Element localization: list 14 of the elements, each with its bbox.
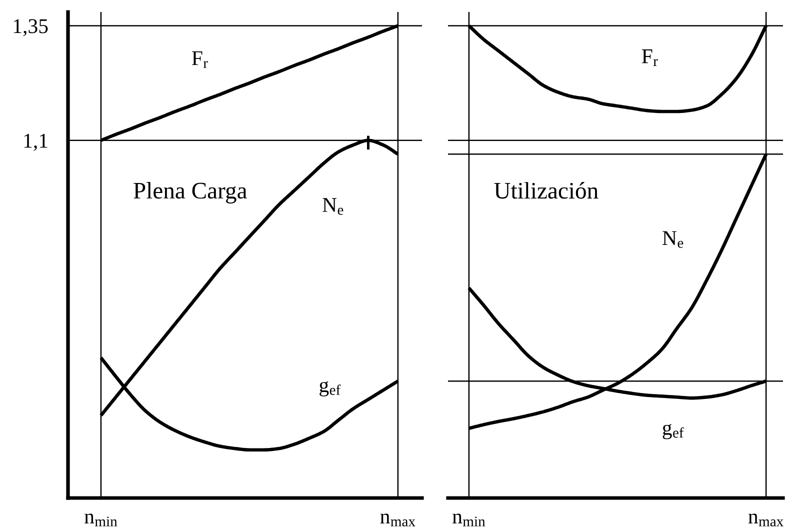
x-tick-label: n$_{min}$ bbox=[452, 514, 486, 526]
text: Plena Carga bbox=[134, 182, 247, 204]
x-tick-label: n$_{max}$ bbox=[748, 514, 784, 526]
series-label: N$_{e}$ bbox=[322, 198, 344, 215]
series-label: N$_{e}$ bbox=[662, 231, 684, 248]
series-label: g$_{ef}$ bbox=[662, 424, 684, 440]
y-tick-label: 1,1 bbox=[24, 134, 48, 151]
series-label: g$_{ef}$ bbox=[320, 381, 341, 396]
x-tick-label: n$_{max}$ bbox=[380, 514, 416, 526]
text: Utilización bbox=[494, 182, 598, 199]
x-tick-label: n$_{min}$ bbox=[84, 514, 118, 526]
text: F$_{r}$ bbox=[642, 49, 658, 66]
series-label: F$_{r}$ bbox=[192, 51, 208, 68]
y-tick-label: 1,35 bbox=[14, 19, 48, 36]
